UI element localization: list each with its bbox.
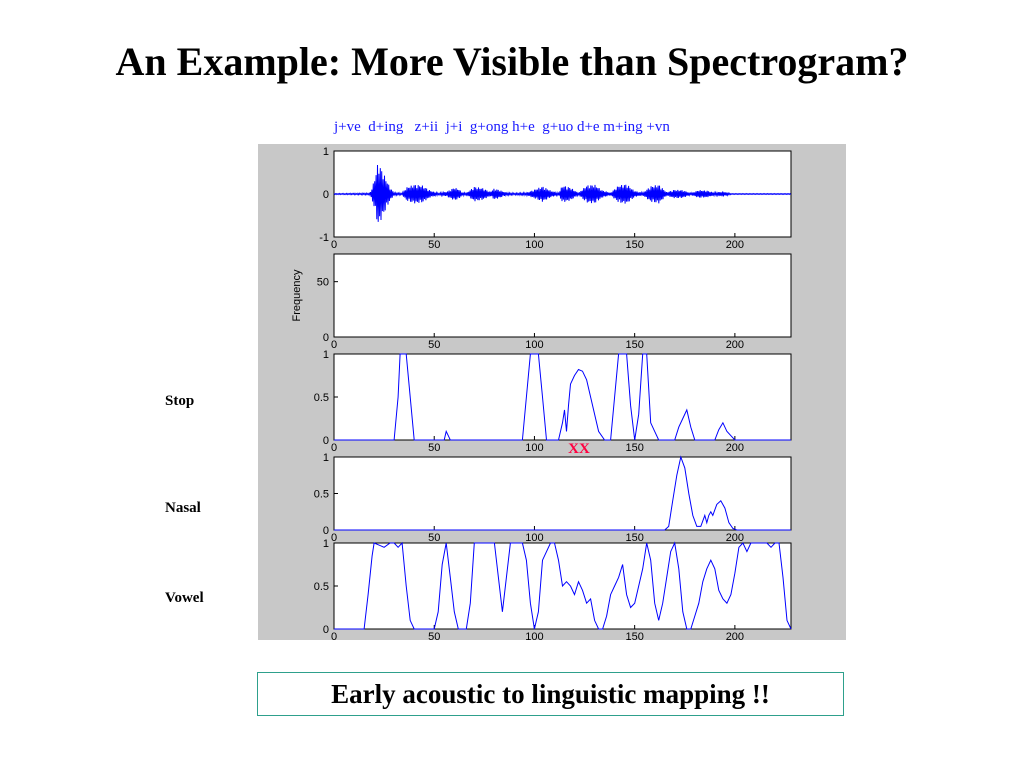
stop-label: Stop xyxy=(165,393,195,409)
axes-spectrogram: 50 00 50 100 150 200 Frequency xyxy=(291,253,792,351)
vowel-label: Vowel xyxy=(165,590,204,606)
caption-box: Early acoustic to linguistic mapping !! xyxy=(257,672,844,716)
stop-ytick-label: 0.5 xyxy=(314,392,329,404)
vowel-xtick-label: 0 xyxy=(331,631,337,640)
spectrogram-ytick-label: 0 xyxy=(323,332,329,344)
figure-panel: 1 0 -1 0 50 100 150 200 50 0 0 50 100 150 200 Frequency… xyxy=(258,144,846,640)
stop-trace xyxy=(334,353,791,441)
spectrogram-ytick-label: 50 xyxy=(317,277,329,289)
waveform-xtick-label: 150 xyxy=(625,239,643,251)
vowel-ytick-label: 1 xyxy=(323,538,329,550)
waveform-ytick-label: 1 xyxy=(323,146,329,158)
slide-title: An Example: More Visible than Spectrogra… xyxy=(115,39,909,84)
vowel-trace xyxy=(334,541,792,630)
nasal-xtick-label: 100 xyxy=(525,532,543,544)
waveform-ytick-label: -1 xyxy=(319,232,329,244)
stop-ytick-label: 1 xyxy=(323,349,329,361)
vowel-xtick-label: 50 xyxy=(428,631,440,640)
nasal-xtick-label: 0 xyxy=(331,532,337,544)
waveform-ytick-label: 0 xyxy=(323,189,329,201)
waveform-trace xyxy=(333,164,792,222)
nasal-ytick-label: 1 xyxy=(323,452,329,464)
waveform-xtick-label: 100 xyxy=(525,239,543,251)
waveform-xtick-label: 50 xyxy=(428,239,440,251)
spectrogram-xtick-label: 100 xyxy=(525,339,543,351)
spectrogram-xtick-label: 0 xyxy=(331,339,337,351)
spectrogram-xtick-label: 200 xyxy=(726,339,744,351)
vowel-ytick-label: 0.5 xyxy=(314,581,329,593)
axes-stop: 1 0.5 00 50 100 150 200 xyxy=(314,349,792,454)
axes-nasal: 1 0.5 00 50 100 150 200 xyxy=(314,452,792,544)
stop-xtick-label: 200 xyxy=(726,442,744,454)
xx-mark: XX xyxy=(568,441,590,457)
spectrogram-xtick-label: 50 xyxy=(428,339,440,351)
stop-xtick-label: 50 xyxy=(428,442,440,454)
vowel-xtick-label: 150 xyxy=(625,631,643,640)
vowel-xtick-label: 100 xyxy=(525,631,543,640)
waveform-xtick-label: 200 xyxy=(726,239,744,251)
spectrogram-plot-area xyxy=(333,253,792,338)
vowel-ytick-label: 0 xyxy=(323,624,329,636)
stop-ytick-label: 0 xyxy=(323,435,329,447)
nasal-label: Nasal xyxy=(165,500,201,516)
nasal-ytick-label: 0 xyxy=(323,525,329,537)
vowel-xtick-label: 200 xyxy=(726,631,744,640)
spectrogram-xtick-label: 150 xyxy=(625,339,643,351)
stop-xtick-label: 0 xyxy=(331,442,337,454)
stop-xtick-label: 100 xyxy=(525,442,543,454)
nasal-trace xyxy=(334,455,791,531)
nasal-xtick-label: 200 xyxy=(726,532,744,544)
stop-plot-area xyxy=(333,353,792,441)
axes-vowel: 1 0.5 00 50 100 150 200 xyxy=(314,538,792,640)
stop-xtick-label: 150 xyxy=(625,442,643,454)
spectrogram-ylabel: Frequency xyxy=(291,269,303,321)
phoneme-labels: j+ve d+ing z+ii j+i g+ong h+e g+uo d+e m… xyxy=(334,119,670,135)
nasal-ytick-label: 0.5 xyxy=(314,489,329,501)
waveform-xtick-label: 0 xyxy=(331,239,337,251)
nasal-xtick-label: 50 xyxy=(428,532,440,544)
nasal-xtick-label: 150 xyxy=(625,532,643,544)
nasal-plot-area xyxy=(333,456,792,531)
